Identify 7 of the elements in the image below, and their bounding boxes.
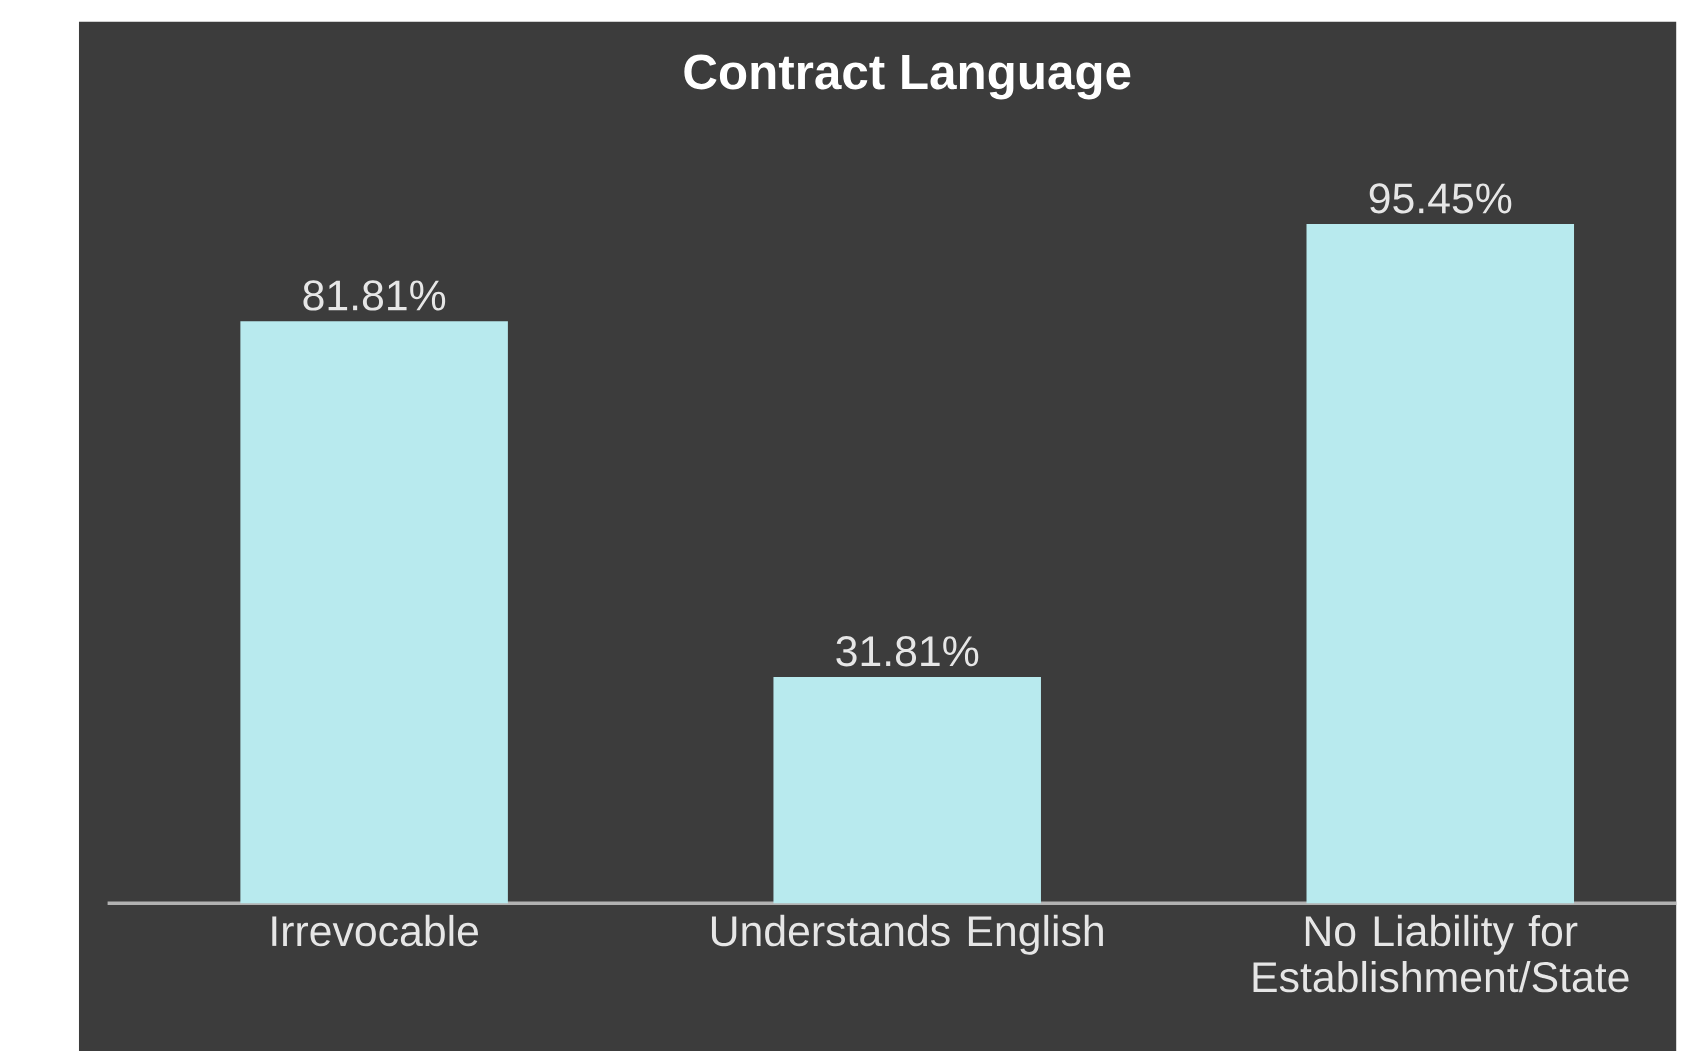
x-tick-label: Irrevocable (272, 914, 478, 947)
data-label: 31.81% (836, 635, 979, 667)
data-label: 81.81% (303, 280, 446, 311)
x-tick-label: No Liability for Establishment/State (1253, 914, 1629, 993)
chart-title: Contract Language (684, 54, 1131, 100)
x-tick-label: Understands English (711, 914, 1103, 955)
data-label: 95.45% (1369, 183, 1512, 214)
